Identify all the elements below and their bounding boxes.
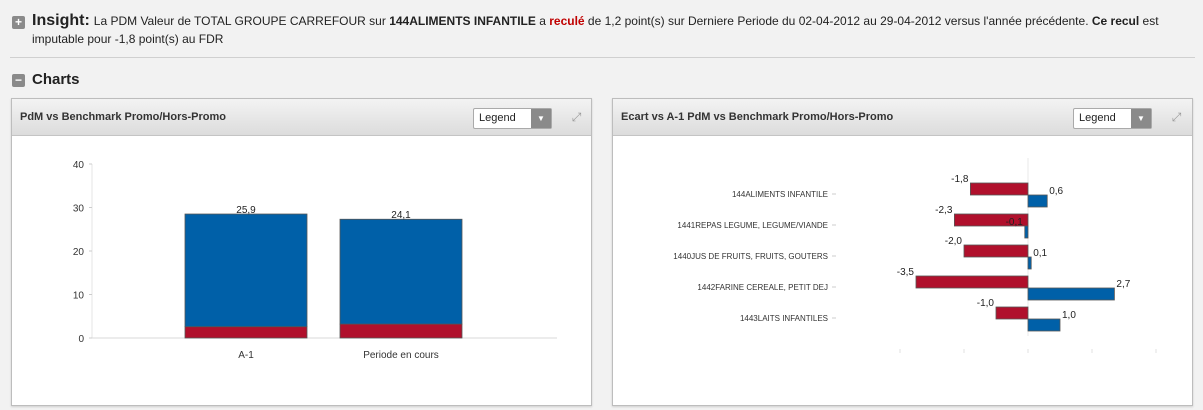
expand-insight-toggle[interactable]: + [12, 16, 25, 29]
data-label: -3,5 [897, 267, 915, 278]
insight-text-2: a [535, 14, 550, 28]
bar [953, 213, 1029, 227]
x-tick-label: A-1 [238, 350, 254, 361]
data-label: 24,1 [391, 210, 411, 221]
bar [915, 275, 1029, 289]
bar-segment [339, 218, 463, 325]
data-label: -1,8 [951, 174, 969, 185]
bar-segment [339, 323, 463, 339]
y-tick-label: 1443LAITS INFANTILES [740, 314, 828, 323]
bar [1027, 194, 1048, 208]
data-label: -0,1 [1006, 217, 1024, 228]
collapse-charts-toggle[interactable]: − [12, 74, 25, 87]
y-tick-label: 10 [73, 291, 85, 302]
insight-text-4: est imputable pour -1,8 point(s) au FDR [32, 14, 1159, 46]
horizontal-bar-chart: 144ALIMENTS INFANTILE -1,8 0,6 1441REPAS LE… [673, 158, 1157, 353]
y-tick-label: 0 [78, 334, 84, 345]
section-divider [10, 57, 1195, 58]
bar [1027, 256, 1032, 270]
panel-title: Ecart vs A-1 PdM vs Benchmark Promo/Hors… [621, 111, 894, 123]
data-label: 25,9 [236, 205, 256, 216]
panel-header: PdM vs Benchmark Promo/Hors-Promo Legend… [12, 99, 591, 136]
charts-section-title: Charts [32, 71, 80, 88]
data-label: -2,0 [945, 236, 963, 247]
bar [969, 182, 1029, 196]
insight-text-3: de 1,2 point(s) sur Derniere Periode du … [584, 14, 1092, 28]
y-tick-label: 40 [73, 160, 85, 171]
expand-icon[interactable]: ⤢ [1171, 110, 1182, 124]
data-label: -1,0 [977, 298, 995, 309]
chevron-down-icon[interactable]: ▼ [1131, 109, 1151, 128]
y-tick-label: 20 [73, 247, 85, 258]
y-tick-label: 1441REPAS LEGUME, LEGUME/VIANDE [677, 221, 828, 230]
y-tick-label: 30 [73, 204, 85, 215]
insight-text: Insight: La PDM Valeur de TOTAL GROUPE CA… [32, 12, 1192, 48]
data-label: 0,1 [1033, 248, 1047, 259]
bar-segment [184, 213, 308, 328]
panel-title: PdM vs Benchmark Promo/Hors-Promo [20, 111, 226, 123]
insight-label: Insight: [32, 12, 90, 29]
y-tick-label: 1442FARINE CEREALE, PETIT DEJ [697, 283, 828, 292]
bar [1027, 287, 1115, 301]
legend-dropdown[interactable]: Legend ▼ [473, 108, 552, 129]
y-tick-label: 1440JUS DE FRUITS, FRUITS, GOUTERS [673, 252, 828, 261]
legend-dropdown-label: Legend [479, 112, 516, 124]
insight-trend: reculé [549, 14, 585, 28]
bar [1027, 318, 1061, 332]
chevron-down-icon[interactable]: ▼ [531, 109, 551, 128]
legend-dropdown[interactable]: Legend ▼ [1073, 108, 1152, 129]
data-label: 0,6 [1049, 186, 1063, 197]
chart-panel-pdm: PdM vs Benchmark Promo/Hors-Promo Legend… [11, 98, 592, 406]
bar [963, 244, 1029, 258]
insight-section: + Insight: La PDM Valeur de TOTAL GROUPE … [0, 0, 1203, 56]
y-tick-label: 144ALIMENTS INFANTILE [732, 190, 828, 199]
bar [995, 306, 1029, 320]
insight-cause: Ce recul [1091, 14, 1140, 28]
chart-panel-ecart: Ecart vs A-1 PdM vs Benchmark Promo/Hors… [612, 98, 1193, 406]
bar [1024, 225, 1029, 239]
data-label: -2,3 [935, 205, 953, 216]
data-label: 1,0 [1062, 310, 1076, 321]
expand-icon[interactable]: ⤢ [571, 110, 582, 124]
panel-header: Ecart vs A-1 PdM vs Benchmark Promo/Hors… [613, 99, 1192, 136]
insight-text-1: La PDM Valeur de TOTAL GROUPE CARREFOUR … [93, 14, 390, 28]
legend-dropdown-label: Legend [1079, 112, 1116, 124]
insight-product: 144ALIMENTS INFANTILE [389, 14, 536, 28]
x-tick-label: Periode en cours [363, 350, 439, 361]
data-label: 2,7 [1116, 279, 1130, 290]
